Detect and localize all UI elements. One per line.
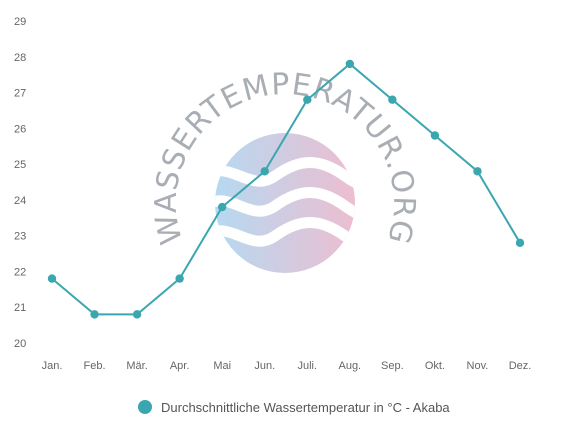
x-tick-label: Jan.	[42, 360, 63, 372]
x-tick-label: Aug.	[338, 360, 361, 372]
data-point[interactable]	[388, 95, 397, 104]
legend-label: Durchschnittliche Wassertemperatur in °C…	[161, 400, 450, 415]
x-tick-label: Juli.	[297, 360, 317, 372]
x-tick-label: Mai	[213, 360, 231, 372]
series-line	[51, 62, 521, 316]
data-point[interactable]	[515, 238, 525, 248]
y-tick-label: 28	[14, 52, 26, 64]
y-tick-label: 29	[14, 16, 26, 28]
data-point[interactable]	[132, 310, 142, 319]
watermark-waves	[215, 157, 355, 255]
x-tick-label: Apr.	[170, 360, 190, 372]
y-tick-label: 24	[14, 195, 26, 207]
x-tick-label: Jun.	[254, 360, 275, 372]
data-point[interactable]	[90, 310, 99, 319]
y-tick-label: 26	[14, 123, 26, 135]
data-point[interactable]	[303, 95, 312, 104]
x-tick-label: Nov.	[467, 360, 489, 372]
y-axis: 20 21 22 23 24 25 26 27 28 29	[14, 16, 26, 350]
y-tick-label: 22	[14, 266, 26, 278]
x-tick-label: Feb.	[84, 360, 106, 372]
data-point[interactable]	[47, 274, 57, 283]
data-point[interactable]	[217, 202, 227, 212]
legend-marker	[138, 400, 152, 414]
y-tick-label: 21	[14, 302, 26, 314]
x-tick-label: Mär.	[126, 360, 147, 372]
x-axis: Jan. Feb. Mär. Apr. Mai Jun. Juli. Aug. Sep. Okt.…	[42, 360, 532, 372]
data-point[interactable]	[175, 274, 184, 283]
series-layer	[47, 59, 525, 319]
data-point[interactable]	[260, 167, 269, 176]
data-point[interactable]	[430, 131, 440, 140]
data-point[interactable]	[345, 59, 355, 69]
watermark-logo: WASSERTEMPERATUR.ORG	[149, 67, 420, 273]
y-tick-label: 27	[14, 88, 26, 100]
data-point[interactable]	[473, 167, 482, 176]
y-tick-label: 20	[14, 338, 26, 350]
x-tick-label: Dez.	[509, 360, 532, 372]
y-tick-label: 25	[14, 159, 26, 171]
chart-legend[interactable]: Durchschnittliche Wassertemperatur in °C…	[138, 400, 450, 415]
x-tick-label: Okt.	[425, 360, 445, 372]
y-tick-label: 23	[14, 231, 26, 243]
x-tick-label: Sep.	[381, 360, 404, 372]
